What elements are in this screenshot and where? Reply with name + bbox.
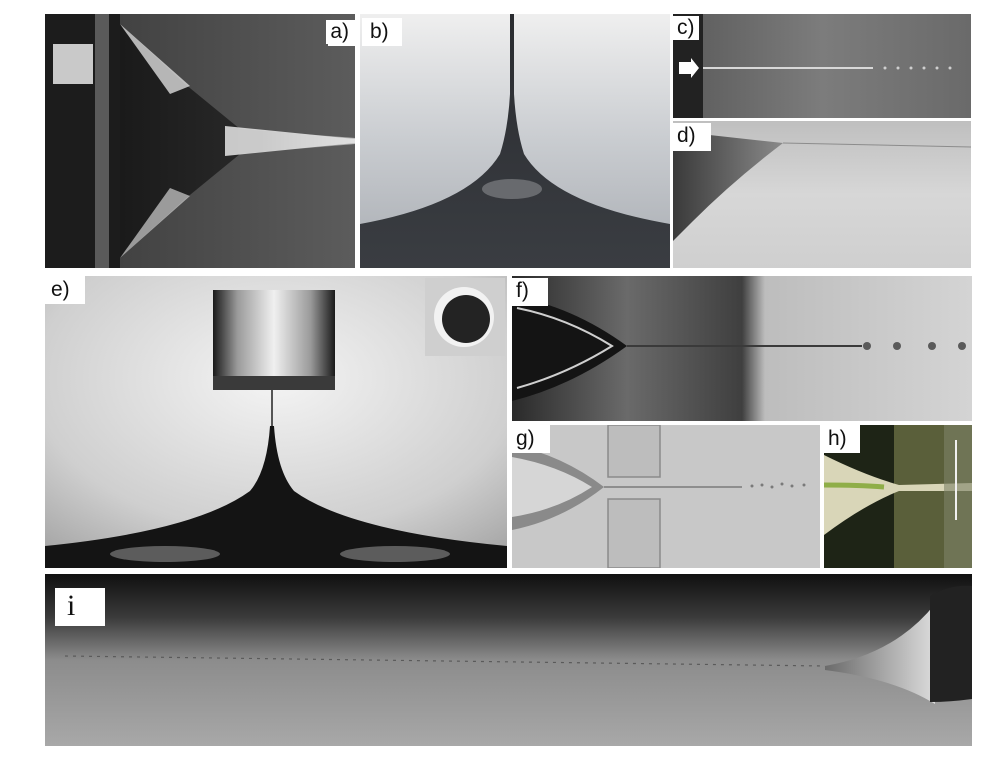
panel-i: i	[45, 574, 972, 746]
panel-b-label: b)	[366, 20, 393, 44]
panel-f-label: f)	[512, 279, 533, 303]
panel-a-label: a)	[326, 20, 353, 44]
panel-g-photo	[512, 425, 820, 568]
panel-b-photo	[360, 14, 670, 268]
panel-f-photo	[512, 276, 972, 421]
panel-g-label: g)	[512, 427, 539, 451]
panel-a-photo	[45, 14, 355, 268]
panel-d: d)	[673, 121, 971, 268]
panel-i-photo	[45, 574, 972, 746]
panel-e-photo	[45, 276, 507, 568]
panel-d-photo	[673, 121, 971, 268]
panel-c: c)	[673, 14, 971, 118]
panel-e-label: e)	[47, 278, 74, 302]
panel-a: a)	[45, 14, 355, 268]
panel-c-photo	[673, 14, 971, 118]
panel-e: e)	[45, 276, 507, 568]
panel-h: h)	[824, 425, 972, 568]
panel-i-label: i	[55, 590, 88, 624]
panel-f: f)	[512, 276, 972, 421]
panel-c-label: c)	[673, 16, 699, 40]
panel-g: g)	[512, 425, 820, 568]
panel-b: b)	[360, 14, 670, 268]
panel-h-label: h)	[824, 427, 851, 451]
panel-d-label: d)	[673, 124, 700, 148]
